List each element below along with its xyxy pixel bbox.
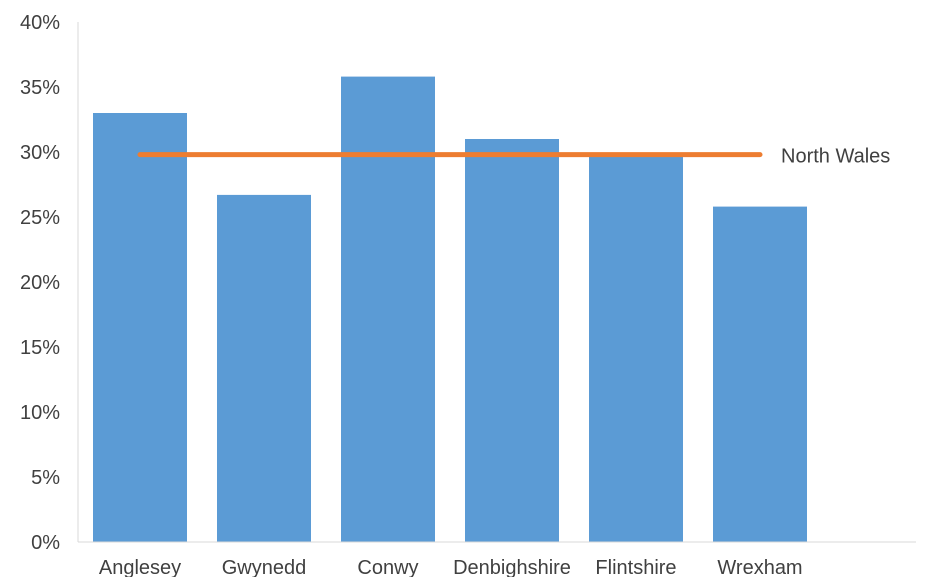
reference-line-group: North Wales — [137, 146, 890, 168]
x-tick-label: Denbighshire — [453, 557, 571, 577]
bar — [217, 194, 311, 542]
y-tick-label: 0% — [31, 532, 60, 554]
y-tick-label: 30% — [20, 142, 60, 164]
y-tick-label: 40% — [20, 12, 60, 34]
x-tick-label: Gwynedd — [222, 557, 307, 577]
reference-line-label: North Wales — [781, 146, 890, 168]
x-axis-labels: Anglesey Gwynedd Conwy Denbighshire Flintshi… — [99, 557, 803, 579]
y-tick-label: 25% — [20, 207, 60, 229]
x-tick-label: Conwy — [357, 557, 418, 577]
y-tick-label: 15% — [20, 337, 60, 359]
axes — [77, 22, 916, 543]
y-axis-ticks: 0% 5% 10% 15% 20% 25% 30% 35% 40% — [20, 12, 60, 554]
bars — [93, 76, 807, 542]
x-tick-label: Flintshire — [595, 557, 676, 577]
x-tick-label: Wrexham — [717, 557, 802, 577]
y-tick-label: 5% — [31, 467, 60, 489]
y-tick-label: 20% — [20, 272, 60, 294]
x-tick-label: Anglesey — [99, 557, 181, 577]
y-tick-label: 10% — [20, 402, 60, 424]
bar — [93, 113, 187, 542]
bar — [465, 139, 559, 542]
bar — [713, 206, 807, 542]
bar — [341, 76, 435, 542]
y-tick-label: 35% — [20, 77, 60, 99]
bar — [589, 154, 683, 542]
